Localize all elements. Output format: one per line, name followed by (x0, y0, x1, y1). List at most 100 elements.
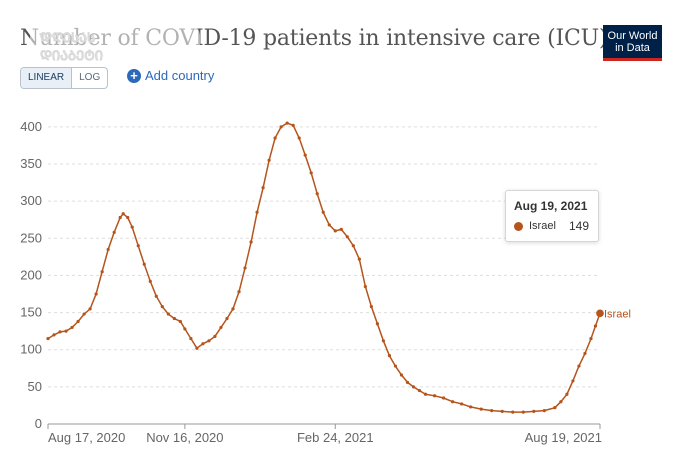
series-label-israel: Israel (604, 308, 631, 320)
data-point (88, 307, 92, 311)
data-point (225, 316, 229, 321)
tooltip-value: 149 (568, 219, 589, 233)
logo-line-2: in Data (615, 42, 650, 54)
data-point (441, 396, 446, 400)
owid-logo[interactable]: Our World in Data (603, 25, 662, 61)
data-point (121, 212, 125, 216)
data-point (297, 136, 301, 140)
data-point (64, 329, 68, 333)
data-point (148, 279, 152, 283)
scale-toggle[interactable]: LINEAR LOG (20, 67, 109, 89)
data-point (315, 192, 319, 196)
data-point (126, 215, 130, 220)
x-tick-label: Aug 19, 2021 (525, 430, 602, 445)
y-tick-label: 150 (20, 305, 42, 320)
data-point (583, 351, 587, 356)
data-point (375, 322, 379, 326)
y-tick-label: 0 (35, 416, 42, 431)
x-tick-label: Nov 16, 2020 (146, 430, 223, 445)
data-point (351, 244, 355, 248)
y-tick-label: 300 (20, 193, 42, 208)
data-point (166, 312, 170, 316)
data-point (542, 409, 546, 413)
data-point (249, 240, 253, 244)
data-point (207, 339, 211, 343)
data-point (285, 121, 289, 125)
data-point (357, 257, 361, 261)
data-point (279, 125, 283, 129)
data-point (136, 244, 140, 248)
add-country-button[interactable]: + Add country (127, 68, 214, 83)
data-point (423, 392, 428, 396)
y-tick-label: 100 (20, 342, 42, 357)
data-point (387, 354, 392, 358)
data-point (70, 325, 74, 330)
logo-line-1: Our World (607, 30, 658, 42)
data-point (521, 410, 525, 414)
tooltip-date: Aug 19, 2021 (514, 199, 588, 213)
data-point (189, 336, 193, 341)
data-point (511, 410, 515, 414)
x-tick-label: Feb 24, 2021 (297, 430, 374, 445)
data-point (76, 319, 80, 324)
data-point (100, 270, 104, 274)
data-point (479, 407, 483, 411)
data-point (178, 319, 182, 324)
data-point (58, 330, 62, 334)
data-point (411, 385, 416, 389)
data-point (321, 210, 325, 214)
data-point (381, 339, 386, 343)
data-point (589, 336, 593, 341)
data-point (460, 402, 464, 406)
data-point (571, 379, 575, 383)
data-point (243, 266, 247, 270)
tooltip-entity: Israel (529, 220, 556, 232)
add-country-label: Add country (145, 68, 215, 83)
y-tick-label: 400 (20, 119, 42, 134)
data-point (273, 136, 277, 140)
data-point (255, 210, 259, 214)
data-point (46, 336, 50, 341)
data-point (369, 305, 373, 309)
data-point (339, 227, 343, 231)
data-point (303, 153, 307, 157)
plus-icon: + (127, 68, 141, 83)
y-tick-label: 250 (20, 230, 42, 245)
data-point (231, 307, 235, 311)
data-point (160, 305, 164, 309)
data-point (450, 400, 455, 404)
data-point (106, 247, 110, 252)
data-point (333, 229, 337, 233)
series-dot-icon (514, 222, 523, 231)
data-point (399, 373, 404, 377)
data-point (593, 324, 598, 328)
data-point (393, 364, 398, 368)
data-point (118, 215, 122, 220)
log-scale-button[interactable]: LOG (79, 72, 101, 83)
data-point (201, 342, 205, 346)
data-point (52, 333, 56, 337)
linear-scale-button[interactable]: LINEAR (21, 68, 73, 88)
data-point (565, 392, 569, 396)
data-point (490, 409, 494, 413)
data-point (363, 284, 367, 289)
data-point (219, 325, 223, 330)
data-point (112, 230, 116, 234)
data-point (142, 262, 146, 266)
data-point (417, 388, 422, 393)
data-point (195, 346, 199, 350)
data-point (172, 316, 176, 321)
data-point (500, 409, 504, 413)
highlight-point (596, 309, 604, 318)
x-tick-label: Aug 17, 2020 (48, 430, 125, 445)
data-point (237, 290, 241, 294)
data-point (82, 312, 86, 316)
data-point (553, 406, 557, 410)
data-point (559, 400, 563, 404)
data-point (291, 123, 295, 127)
data-point (309, 171, 313, 175)
data-point (183, 327, 187, 331)
data-point (130, 225, 134, 229)
data-point (532, 409, 536, 413)
